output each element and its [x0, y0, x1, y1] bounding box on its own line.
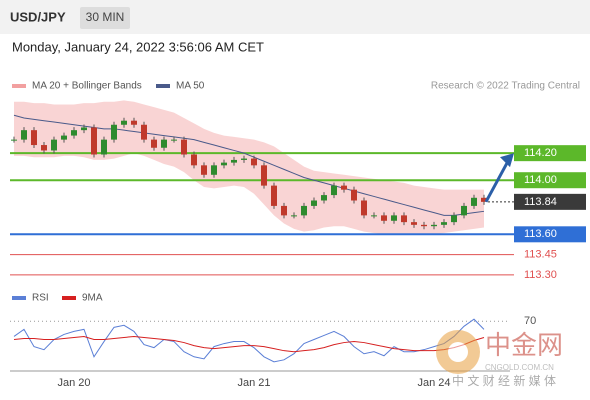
candle — [61, 135, 67, 140]
candle — [461, 205, 467, 216]
symbol: USD/JPY — [10, 9, 66, 24]
level-label: 113.45 — [524, 249, 557, 261]
level-label: 113.60 — [524, 228, 557, 240]
candle — [251, 158, 257, 166]
candle — [351, 189, 357, 201]
candle — [151, 139, 157, 148]
timestamp: Monday, January 24, 2022 3:56:06 AM CET — [12, 39, 264, 54]
candle — [51, 139, 57, 151]
candle — [211, 165, 217, 175]
candle — [231, 159, 237, 163]
legend-swatch — [62, 296, 76, 300]
candle — [31, 130, 37, 146]
candle — [391, 215, 397, 221]
legend-swatch — [12, 296, 26, 300]
candle — [111, 124, 117, 140]
candle — [21, 130, 27, 140]
legend-label: 9MA — [82, 293, 103, 304]
candle — [371, 215, 377, 217]
level-label: 114.20 — [524, 147, 557, 159]
candle — [431, 224, 437, 227]
candle — [301, 205, 307, 216]
x-tick-label: Jan 24 — [417, 377, 450, 389]
watermark-site: CNGOLD.COM.CN — [485, 363, 554, 372]
candle — [241, 158, 247, 160]
candle — [161, 139, 167, 148]
legend-label: MA 20 + Bollinger Bands — [32, 81, 142, 92]
candle — [221, 162, 227, 166]
candle — [471, 197, 477, 206]
candle — [321, 195, 327, 201]
interval: 30 MIN — [86, 10, 125, 24]
candle — [91, 127, 97, 155]
level-label: 113.84 — [524, 196, 557, 208]
bollinger-band — [14, 100, 484, 235]
level-box — [514, 145, 586, 162]
level-box — [514, 226, 586, 243]
watermark-logo — [448, 342, 468, 362]
candle — [71, 130, 77, 136]
ma-50-line — [13, 114, 485, 216]
candle — [261, 165, 267, 186]
candle — [451, 215, 457, 223]
candle — [361, 200, 367, 216]
candle — [181, 139, 187, 155]
legend-swatch — [156, 84, 170, 88]
watermark-name: 中金网 — [485, 330, 563, 360]
candle — [441, 222, 447, 225]
rsi-line — [13, 335, 485, 353]
candle — [331, 185, 337, 196]
candle — [341, 185, 347, 190]
watermark: 中金网 CNGOLD.COM.CN 中 文 财 经 新 媒 体 — [436, 330, 563, 388]
legend-swatch — [12, 84, 26, 88]
level-label: 113.30 — [524, 269, 557, 281]
candle — [171, 139, 177, 141]
x-tick-label: Jan 21 — [237, 377, 270, 389]
candle — [101, 139, 107, 155]
candle — [121, 120, 127, 125]
candle — [411, 222, 417, 225]
x-tick-label: Jan 20 — [57, 377, 90, 389]
level-box — [514, 172, 586, 189]
candle — [271, 185, 277, 206]
candle — [141, 124, 147, 140]
interval-badge — [80, 7, 130, 29]
candle — [41, 145, 47, 151]
level-box — [514, 193, 586, 210]
level-label: 114.00 — [524, 174, 557, 186]
legend-label: RSI — [32, 293, 49, 304]
candle — [201, 165, 207, 175]
candle — [131, 120, 137, 125]
candle — [481, 197, 487, 202]
candle — [401, 215, 407, 223]
candle — [381, 215, 387, 221]
legend-label: MA 50 — [176, 81, 205, 92]
rsi-line — [13, 318, 485, 363]
watermark-slogan: 中 文 财 经 新 媒 体 — [452, 373, 556, 388]
forecast-arrowhead — [500, 153, 514, 168]
candle — [311, 200, 317, 206]
candle — [81, 127, 87, 131]
candle — [281, 205, 287, 216]
y-tick-label: 70 — [524, 315, 536, 327]
candle — [191, 154, 197, 166]
candle — [291, 215, 297, 217]
credit: Research © 2022 Trading Central — [431, 81, 580, 92]
candle — [11, 139, 17, 141]
candle — [421, 224, 427, 227]
forecast-arrow — [484, 160, 510, 203]
